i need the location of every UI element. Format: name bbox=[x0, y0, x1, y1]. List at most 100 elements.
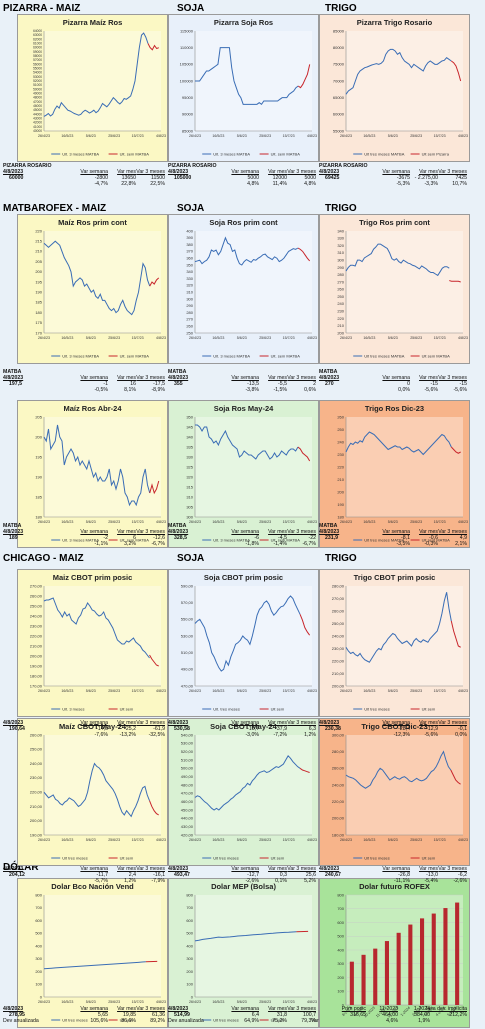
table-pct-value: -8,9% bbox=[151, 387, 165, 394]
y-tick-label: 51000 bbox=[33, 83, 42, 87]
table-pct-value: 0,1% bbox=[275, 878, 287, 885]
x-tick-label: 4/8/23 bbox=[458, 134, 468, 138]
y-tick-label: 600 bbox=[337, 920, 344, 925]
table-header: Var 3 meses bbox=[287, 375, 316, 382]
table-pct-value: 3,2% bbox=[124, 541, 136, 548]
y-tick-label: 330 bbox=[337, 236, 344, 241]
bar bbox=[408, 925, 412, 1005]
plot-area bbox=[195, 417, 312, 517]
x-tick-label: 5/6/23 bbox=[237, 838, 247, 842]
y-tick-label: 170,00 bbox=[30, 683, 43, 688]
chart-svg: 2502602702802903003103203303403503603703… bbox=[169, 215, 320, 365]
table-pct-value: 0,0% bbox=[455, 732, 467, 739]
y-tick-label: 320 bbox=[186, 474, 193, 479]
x-tick-label: 5/6/23 bbox=[388, 134, 398, 138]
y-tick-label: 190,00 bbox=[30, 832, 43, 837]
y-tick-label: 300 bbox=[35, 956, 42, 961]
legend-label: Ult sem bbox=[422, 855, 436, 860]
plot-area bbox=[44, 895, 161, 997]
x-tick-label: 25/6/23 bbox=[108, 689, 120, 693]
table-pct-value: -0,5% bbox=[94, 387, 108, 394]
table-pct-value: -7,6% bbox=[94, 732, 108, 739]
y-tick-label: 57000 bbox=[33, 58, 42, 62]
legend-label: Ult sem bbox=[271, 855, 285, 860]
table-value: 530,58 bbox=[174, 726, 190, 733]
bar bbox=[443, 908, 447, 1005]
table-pct-value: -6,7% bbox=[151, 541, 165, 548]
legend-label: Ult. 3 meses MATBA bbox=[62, 353, 99, 358]
y-tick-label: 310 bbox=[186, 290, 193, 295]
y-tick-label: 420,00 bbox=[181, 832, 194, 837]
x-tick-label: 5/6/23 bbox=[86, 838, 96, 842]
y-tick-label: 200,00 bbox=[30, 653, 43, 658]
x-tick-label: 15/7/23 bbox=[283, 134, 295, 138]
legend-label: Ult. sem MATBA bbox=[271, 353, 301, 358]
x-tick-label: 25/6/23 bbox=[259, 689, 271, 693]
table-value: 270 bbox=[325, 381, 334, 388]
y-tick-label: 260 bbox=[186, 324, 193, 329]
y-tick-label: 270 bbox=[337, 279, 344, 284]
y-tick-label: 190,00 bbox=[30, 663, 43, 668]
table-pct-value: -5,4% bbox=[424, 878, 438, 885]
x-tick-label: 15/7/23 bbox=[132, 689, 144, 693]
y-tick-label: 56000 bbox=[33, 62, 42, 66]
x-tick-label: 5/6/23 bbox=[86, 1000, 96, 1004]
y-tick-label: 46000 bbox=[33, 104, 42, 108]
y-tick-label: 220,00 bbox=[30, 633, 43, 638]
x-tick-label: 26/4/23 bbox=[189, 336, 201, 340]
x-tick-label: 25/6/23 bbox=[108, 336, 120, 340]
table-pct-value: -3,3% bbox=[424, 181, 438, 188]
plot-area bbox=[195, 31, 312, 131]
y-tick-label: 290 bbox=[186, 303, 193, 308]
y-tick-label: 58000 bbox=[33, 54, 42, 58]
y-tick-label: 170 bbox=[35, 330, 42, 335]
y-tick-label: 240,00 bbox=[332, 633, 345, 638]
y-tick-label: 85000 bbox=[333, 28, 345, 33]
y-tick-label: 44000 bbox=[33, 112, 42, 116]
legend-label: Ult tres meses MATBA bbox=[364, 151, 404, 156]
bar bbox=[362, 955, 366, 1005]
table-pct-value: -3,8% bbox=[245, 387, 259, 394]
x-tick-label: 4/8/23 bbox=[156, 1000, 166, 1004]
chart-svg: 200,00210,00220,00230,00240,00250,00260,… bbox=[320, 570, 471, 718]
x-tick-label: 26/4/23 bbox=[340, 838, 352, 842]
y-tick-label: 240,00 bbox=[30, 761, 43, 766]
table-pct-value: -1,1% bbox=[94, 541, 108, 548]
legend-label: Ult tres meses MATBA bbox=[364, 353, 404, 358]
x-tick-label: 4/8/23 bbox=[458, 838, 468, 842]
y-tick-label: 310 bbox=[337, 250, 344, 255]
plot-area bbox=[195, 231, 312, 333]
legend-label: Ult. 3 meses MATBA bbox=[213, 353, 250, 358]
x-tick-label: 4/8/23 bbox=[307, 838, 317, 842]
plot-area bbox=[346, 417, 463, 517]
x-tick-label: 25/6/23 bbox=[108, 838, 120, 842]
y-tick-label: 65000 bbox=[333, 95, 345, 100]
table-pct-value: 4,8% bbox=[304, 181, 316, 188]
x-tick-label: 25/6/23 bbox=[259, 838, 271, 842]
x-tick-label: 15/7/23 bbox=[434, 134, 446, 138]
y-tick-label: 340 bbox=[186, 269, 193, 274]
y-tick-label: 230,00 bbox=[30, 775, 43, 780]
y-tick-label: 310 bbox=[186, 494, 193, 499]
y-tick-label: 470,00 bbox=[181, 791, 194, 796]
y-tick-label: 210 bbox=[35, 249, 42, 254]
y-tick-label: 230 bbox=[337, 308, 344, 313]
y-tick-label: 500,00 bbox=[181, 766, 194, 771]
x-tick-label: 4/8/23 bbox=[156, 838, 166, 842]
y-tick-label: 320 bbox=[337, 243, 344, 248]
y-tick-label: 48000 bbox=[33, 96, 42, 100]
y-tick-label: 800 bbox=[186, 892, 193, 897]
x-tick-label: 25/6/23 bbox=[410, 689, 422, 693]
table-pct-value: -4,7% bbox=[94, 181, 108, 188]
plot-area bbox=[346, 31, 463, 131]
y-tick-label: 200 bbox=[337, 975, 344, 980]
y-tick-label: 220 bbox=[337, 316, 344, 321]
y-tick-label: 330 bbox=[186, 454, 193, 459]
x-tick-label: 16/5/23 bbox=[363, 336, 375, 340]
plot-area bbox=[346, 231, 463, 333]
x-tick-label: 16/5/23 bbox=[61, 689, 73, 693]
